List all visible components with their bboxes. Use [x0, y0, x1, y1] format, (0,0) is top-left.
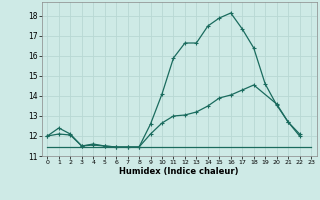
X-axis label: Humidex (Indice chaleur): Humidex (Indice chaleur) [119, 167, 239, 176]
